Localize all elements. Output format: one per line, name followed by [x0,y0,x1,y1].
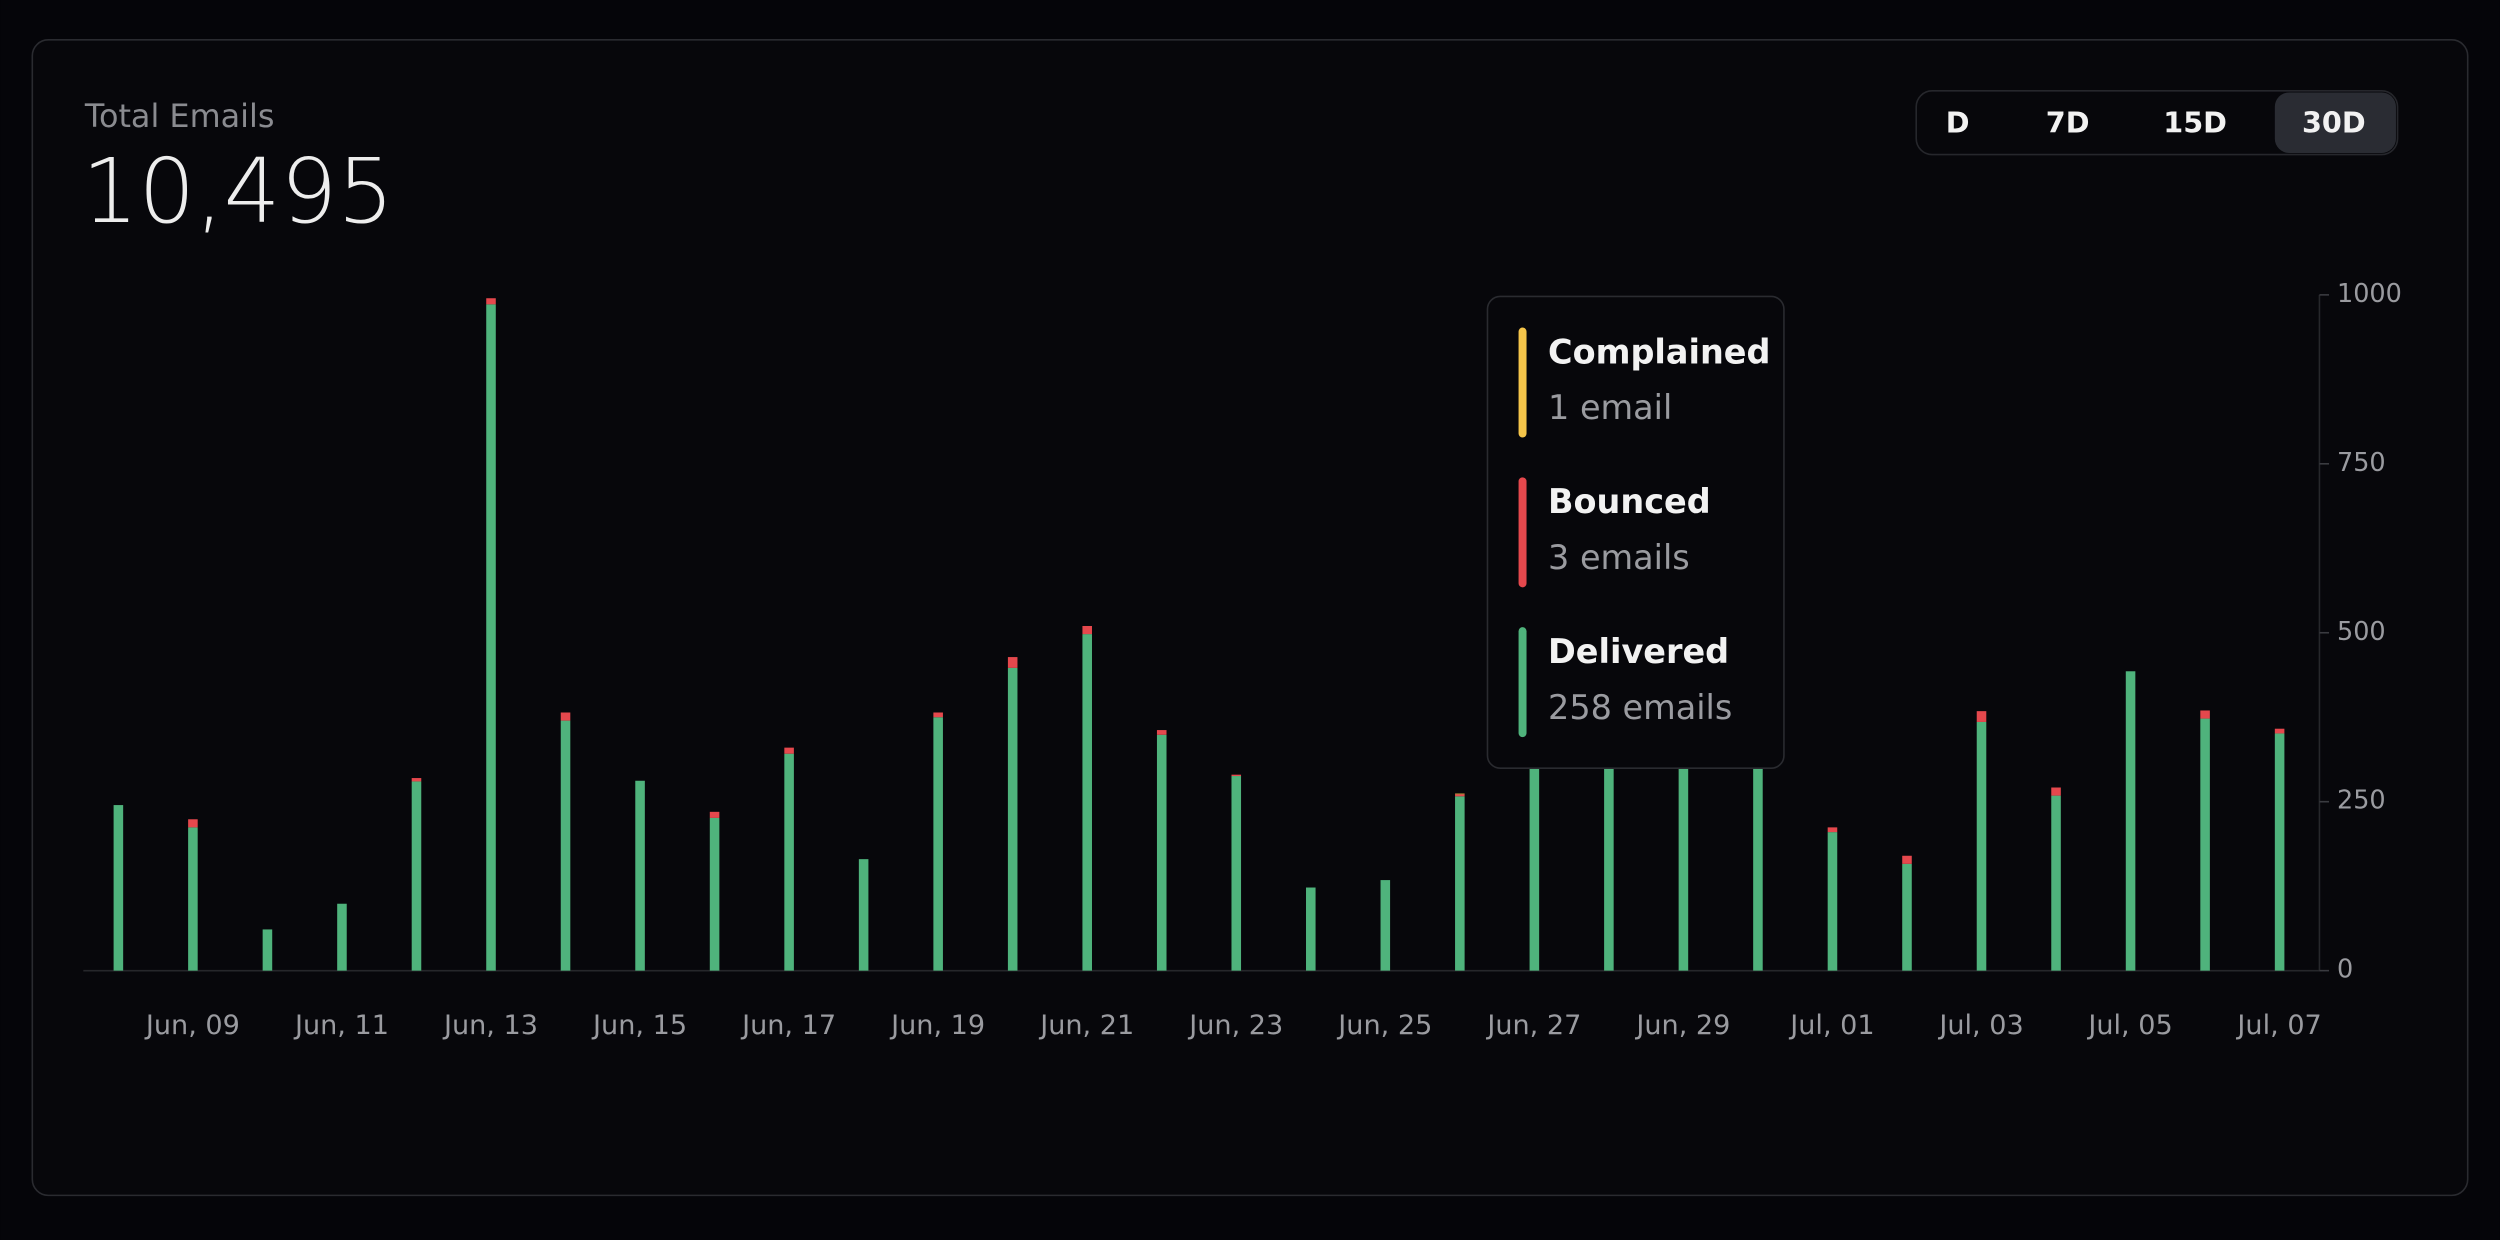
tooltip-series-name: Delivered [1548,632,1729,671]
tooltip-value: 1 email [1548,388,1672,427]
bar-segment [411,781,422,971]
bar-segment [1082,625,1092,635]
bar-segment [784,747,794,754]
bar-segment [1604,754,1614,971]
bar-segment [188,827,198,971]
bar-segment [1231,776,1242,971]
range-button[interactable]: 7D [2046,105,2090,139]
y-tick-label: 0 [2337,955,2353,985]
range-button[interactable]: 30D [2302,105,2366,139]
active-button-bg [2274,92,2396,154]
x-tick-label: Jun, 23 [1187,1010,1283,1041]
total-value: 10,495 [82,140,394,244]
bar-segment [933,712,943,718]
x-tick-label: Jun, 11 [293,1010,389,1041]
x-tick-label: Jun, 29 [1634,1010,1730,1041]
x-tick-label: Jul, 07 [2235,1010,2321,1041]
x-tick-label: Jul, 01 [1788,1010,1874,1041]
bar-segment [1007,667,1018,971]
bar-segment [1380,880,1391,971]
bar-segment [858,859,869,971]
bar-segment [1902,863,1912,971]
bar-segment [1156,734,1167,971]
bar-segment [1753,747,1763,971]
bar-segment [560,720,571,971]
bar-segment [1976,711,1987,722]
plot: 0 250 500 750 1000 Jun, 09 Jun, 11 Jun, 13 Jun, … [83,279,2402,1041]
bar-segment [1156,730,1167,735]
bar-segment [709,811,720,818]
bar-segment [2051,795,2061,971]
bar-segment [1976,721,1987,971]
x-tick-label: Jun, 19 [889,1010,985,1041]
bar-segment [1902,855,1912,864]
bar-segment [1007,657,1018,668]
x-tick-label: Jun, 15 [591,1010,687,1041]
bar-segment [2274,728,2285,734]
bar-segment [560,712,571,721]
bar-segment [113,805,124,971]
x-tick-label: Jun, 27 [1485,1010,1581,1041]
bar-segment [1678,734,1689,971]
x-tick-label: Jul, 03 [1937,1010,2023,1041]
bar-segment [2125,671,2136,971]
x-tick-label: Jun, 17 [740,1010,836,1041]
tooltip-series-name: Bounced [1548,482,1711,521]
bar-segment [635,780,645,971]
x-tick-label: Jun, 21 [1038,1010,1134,1041]
bar-segment [709,817,720,971]
bar-segment [1082,634,1092,971]
y-tick-label: 750 [2337,448,2386,478]
tooltip-value: 258 emails [1548,688,1732,727]
bar-segment [1827,832,1838,971]
bar-segment [486,298,496,305]
bar-segment [1455,793,1465,795]
y-tick-label: 1000 [2337,279,2402,309]
bar-segment [411,778,422,782]
bar-segment [486,304,496,971]
bar-segment [1455,794,1465,797]
bar-segment [1529,740,1540,971]
bar-segment [784,753,794,971]
bar-segment [1306,887,1316,971]
range-selector: D 7D 15D 30D [1915,90,2399,156]
range-button[interactable]: D [1946,105,1970,139]
y-tick-label: 250 [2337,786,2386,816]
tooltip-series-name: Complained [1548,332,1770,371]
x-tick-label: Jun, 25 [1336,1010,1432,1041]
bar-segment [2200,718,2210,971]
bar-segment [2051,787,2061,796]
bar-segment [1455,796,1465,971]
tooltip-value: 3 emails [1548,538,1690,577]
bar-segment [2200,710,2210,719]
x-tick-label: Jul, 05 [2086,1010,2172,1041]
x-tick-label: Jun, 13 [442,1010,538,1041]
bar-segment [262,929,273,971]
bar-segment [188,819,198,828]
tooltip: Complained 1 email Bounced 3 emails Delivere… [1486,295,1785,770]
chart-title: Total Emails [84,97,275,135]
tooltip-box [1486,295,1785,770]
range-button[interactable]: 15D [2163,105,2227,139]
bar-segment [2274,733,2285,971]
x-tick-label: Jun, 09 [144,1010,240,1041]
y-tick-label: 500 [2337,617,2386,647]
bar-segment [1231,774,1242,777]
bar-segment [337,903,347,971]
bar-segment [1827,827,1838,833]
bar-segment [933,717,943,971]
range-selector-frame [1915,90,2399,156]
